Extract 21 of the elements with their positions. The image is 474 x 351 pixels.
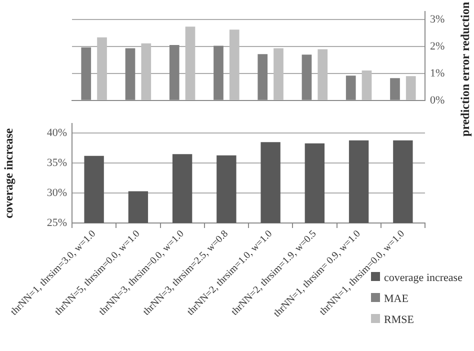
y-tick-label: 0% (430, 94, 445, 106)
y-axis-title: coverage increase (1, 128, 16, 218)
y-tick-label: 30% (46, 186, 67, 199)
legend-label: RMSE (383, 313, 415, 328)
legend-label: coverage increase (384, 272, 462, 284)
y-tick-label: 40% (46, 127, 67, 140)
y-tick-label: 3% (430, 14, 445, 26)
bar (318, 49, 328, 100)
bar (229, 30, 240, 100)
bar (185, 26, 196, 100)
legend-label: MAE (383, 292, 410, 307)
y-axis-title: prediction error reduction (458, 2, 473, 136)
y-tick-label: 2% (430, 40, 445, 52)
y-tick-label: 35% (46, 157, 67, 170)
y-tick-label: 1% (430, 67, 445, 80)
bar (362, 70, 372, 100)
bar (141, 43, 152, 100)
bar (274, 48, 284, 100)
y-tick-label: 25% (46, 216, 67, 229)
bar (97, 37, 107, 100)
bar (406, 76, 416, 100)
